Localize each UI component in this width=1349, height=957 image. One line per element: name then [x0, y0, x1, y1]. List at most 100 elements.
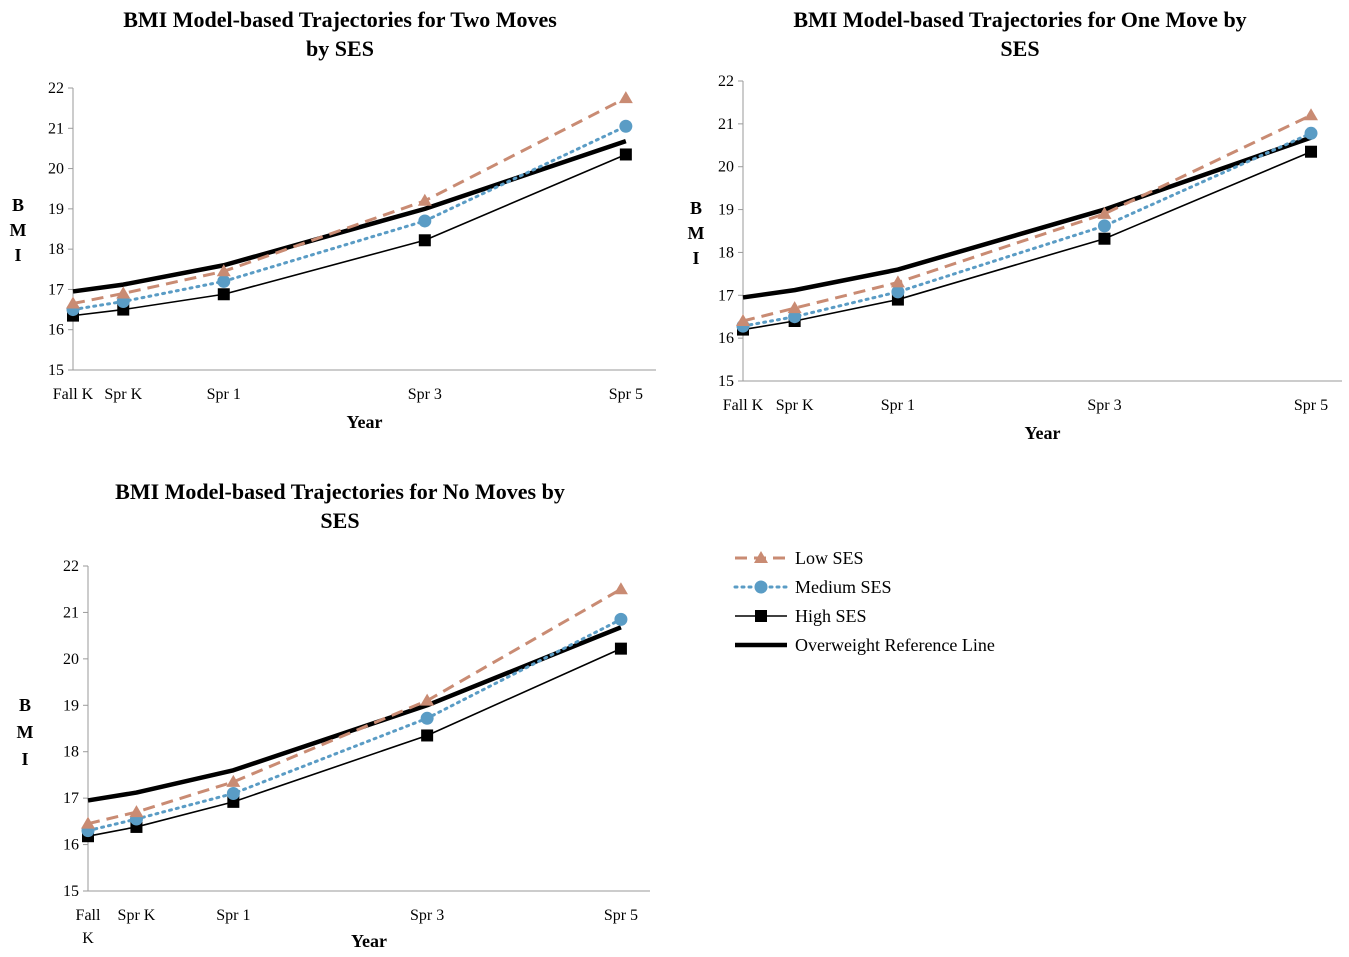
data-point-medium-ses: [1097, 219, 1111, 233]
y-axis-label-letter: M: [17, 722, 34, 742]
y-tick-label: 22: [48, 80, 64, 97]
series-line-medium-ses: [71, 124, 628, 312]
x-tick-label: Fall K: [723, 397, 764, 414]
x-axis-label: Year: [1025, 423, 1061, 443]
y-tick-label: 19: [63, 697, 79, 714]
data-point-low-ses: [736, 314, 750, 326]
x-tick-label: Spr 3: [410, 907, 444, 924]
series-line-overweight-reference-line: [72, 139, 627, 294]
y-tick-label: 22: [63, 558, 79, 575]
data-point-high-ses: [217, 288, 230, 301]
legend: Low SES Medium SES High SES Overweight Refe…: [733, 548, 995, 655]
legend-label-medium-ses: Medium SES: [795, 577, 892, 597]
y-tick-label: 15: [48, 362, 64, 379]
y-tick-label: 20: [63, 651, 79, 668]
y-axis-label-letter: I: [692, 248, 699, 268]
chart-title-line: BMI Model-based Trajectories for No Move…: [115, 479, 565, 504]
y-axis-label-letter: I: [14, 245, 21, 265]
y-tick-label: 19: [718, 202, 734, 219]
x-tick-label: Spr 5: [604, 907, 638, 924]
y-axis-label-letter: B: [12, 195, 24, 215]
y-tick-label: 15: [63, 883, 79, 900]
data-point-low-ses: [1304, 108, 1319, 121]
x-tick-label: Spr 1: [216, 907, 250, 924]
y-tick-label: 17: [63, 790, 79, 807]
data-point-medium-ses: [1304, 126, 1318, 140]
chart-2: BMI Model-based Trajectories for One Mov…: [688, 7, 1342, 443]
y-tick-label: 20: [48, 161, 64, 178]
chart-1: BMI Model-based Trajectories for Two Mov…: [10, 7, 656, 432]
chart-title-line: SES: [320, 508, 359, 533]
series-line-overweight-reference-line: [742, 135, 1312, 300]
chart-title-line: BMI Model-based Trajectories for Two Mov…: [123, 7, 557, 32]
data-point-low-ses: [890, 275, 905, 288]
y-tick-label: 21: [718, 116, 734, 133]
data-point-medium-ses: [420, 711, 434, 725]
y-tick-label: 18: [48, 241, 64, 258]
y-tick-label: 21: [63, 604, 79, 621]
data-point-medium-ses: [788, 310, 802, 324]
data-point-medium-ses: [891, 285, 905, 299]
data-point-high-ses: [418, 234, 431, 247]
data-point-high-ses: [1305, 145, 1318, 158]
x-tick-label: Spr 1: [207, 386, 241, 403]
y-axis-label-letter: B: [690, 198, 702, 218]
data-point-high-ses: [1098, 232, 1111, 245]
data-point-high-ses: [619, 148, 632, 161]
data-point-low-ses: [417, 193, 432, 206]
x-tick-label: Spr K: [104, 386, 142, 403]
data-point-medium-ses: [418, 214, 432, 228]
legend-marker-high-ses: [755, 610, 767, 622]
chart-title-line: BMI Model-based Trajectories for One Mov…: [793, 7, 1246, 32]
series-line-low-ses: [742, 113, 1312, 323]
data-point-low-ses: [66, 296, 80, 309]
y-tick-label: 16: [718, 330, 734, 347]
legend-marker-medium-ses: [754, 580, 768, 594]
data-point-low-ses: [787, 301, 802, 314]
legend-marker-low-ses: [754, 551, 768, 563]
data-point-low-ses: [129, 805, 144, 818]
y-axis-label-letter: B: [19, 695, 31, 715]
data-point-low-ses: [1097, 206, 1112, 219]
x-tick-label: Spr 5: [609, 386, 643, 403]
x-axis-label: Year: [347, 412, 383, 432]
data-point-low-ses: [420, 693, 435, 706]
y-tick-label: 19: [48, 201, 64, 218]
x-tick-label: Fall: [76, 907, 101, 924]
data-point-low-ses: [116, 286, 131, 299]
data-point-low-ses: [81, 816, 95, 829]
x-tick-label: Spr 1: [881, 397, 915, 414]
chart-3: BMI Model-based Trajectories for No Move…: [17, 479, 650, 951]
legend-label-high-ses: High SES: [795, 606, 867, 626]
data-point-low-ses: [613, 582, 628, 595]
x-axis-label: Year: [351, 931, 387, 951]
x-tick-label: Spr 3: [408, 386, 442, 403]
y-tick-label: 20: [718, 159, 734, 176]
data-point-high-ses: [614, 642, 627, 655]
series-line-overweight-reference-line: [87, 625, 622, 803]
y-axis-label-letter: I: [21, 749, 28, 769]
y-tick-label: 21: [48, 120, 64, 137]
y-tick-label: 18: [718, 244, 734, 261]
data-point-medium-ses: [619, 119, 633, 133]
series-line-medium-ses: [86, 617, 623, 833]
data-point-low-ses: [216, 264, 231, 277]
y-tick-label: 22: [718, 73, 734, 90]
chart-title-line: SES: [1000, 36, 1039, 61]
series-line-high-ses: [72, 153, 627, 317]
y-axis-label-letter: M: [10, 220, 27, 240]
data-point-medium-ses: [614, 612, 628, 626]
data-point-medium-ses: [217, 274, 231, 288]
legend-label-low-ses: Low SES: [795, 548, 864, 568]
x-tick-label: Fall K: [53, 386, 94, 403]
series-line-medium-ses: [741, 131, 1313, 328]
y-tick-label: 16: [63, 837, 79, 854]
series-line-low-ses: [72, 96, 627, 305]
data-point-low-ses: [618, 91, 633, 104]
x-tick-label: Spr 5: [1294, 397, 1328, 414]
y-tick-label: 16: [48, 322, 64, 339]
y-tick-label: 17: [48, 281, 64, 298]
y-tick-label: 15: [718, 373, 734, 390]
data-point-high-ses: [421, 729, 434, 742]
